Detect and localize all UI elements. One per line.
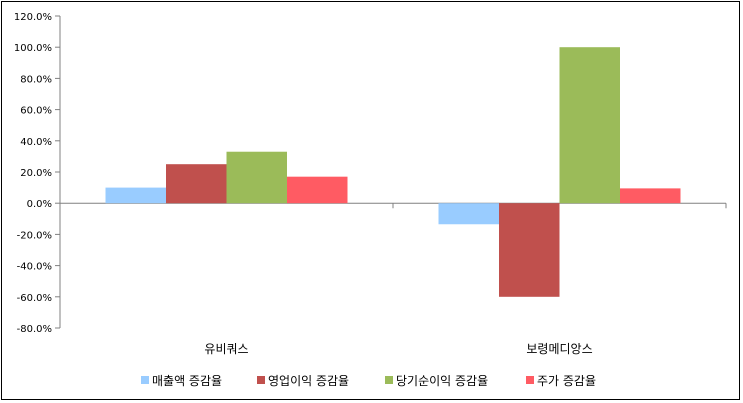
legend-label: 영업이익 증감율: [268, 374, 349, 388]
legend-swatch: [257, 376, 265, 384]
bar: [166, 164, 227, 204]
legend-label: 당기순이익 증감율: [396, 374, 488, 388]
y-tick-label: -40.0%: [17, 262, 52, 273]
x-category-label: 보령메디앙스: [526, 342, 592, 356]
y-tick-label: 20.0%: [20, 168, 52, 179]
y-tick-label: 80.0%: [20, 74, 52, 85]
bar: [287, 176, 348, 204]
y-tick-label: 120.0%: [14, 12, 52, 23]
legend-swatch: [526, 376, 534, 384]
legend-swatch: [385, 376, 393, 384]
legend-swatch: [141, 376, 149, 384]
y-tick-label: 60.0%: [20, 106, 52, 117]
x-category-label: 유비쿼스: [204, 342, 248, 356]
y-tick-label: -20.0%: [17, 230, 52, 241]
bar: [559, 47, 620, 204]
legend-label: 주가 증감율: [537, 374, 596, 388]
legend-label: 매출액 증감율: [152, 374, 222, 388]
y-tick-label: -60.0%: [17, 293, 52, 304]
bar: [499, 203, 560, 297]
bar: [226, 151, 287, 204]
y-tick-label: 40.0%: [20, 137, 52, 148]
y-tick-label: 0.0%: [27, 199, 52, 210]
bar: [105, 187, 166, 204]
y-tick-label: -80.0%: [17, 324, 52, 335]
y-tick-label: 100.0%: [14, 43, 52, 54]
bar: [620, 188, 681, 204]
bar: [438, 203, 499, 225]
